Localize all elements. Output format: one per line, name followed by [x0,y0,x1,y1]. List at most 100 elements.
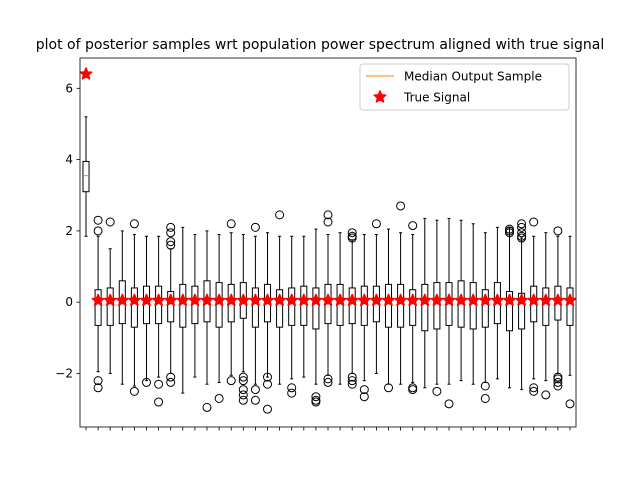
true-signal-point [236,293,250,307]
true-signal-point [454,293,468,307]
box-7 [154,235,164,407]
box-iqr [384,283,393,328]
true-signal-point [345,293,359,307]
box-18 [287,235,297,398]
outlier-point [166,377,176,387]
box-iqr [505,291,514,332]
outlier-point [226,219,236,229]
y-tick-label: 6 [65,81,73,95]
outlier-point [129,386,139,396]
true-signal-point [273,293,287,307]
box-iqr [469,282,477,330]
true-signal-series [79,67,577,307]
true-signal-point [406,293,420,307]
outlier-point [480,381,490,391]
outlier-point [408,385,418,395]
outlier-point [371,219,381,229]
legend-true-signal-star-icon [373,90,387,103]
true-signal-point [212,293,226,307]
outlier-point [359,385,369,395]
box-9 [179,226,187,394]
box-iqr [481,289,489,328]
true-signal-point [418,293,432,307]
true-signal-point [79,67,93,80]
outlier-point [166,372,176,382]
box-1 [82,116,90,237]
box-iqr [542,287,550,326]
true-signal-point [309,293,323,307]
outlier-point [154,379,164,389]
outlier-point [323,210,333,220]
box-iqr [360,285,368,326]
y-tick-label: −2 [55,367,73,381]
outlier-point [154,397,164,407]
outlier-point [166,222,176,232]
outlier-point [142,377,151,387]
box-29 [421,217,429,389]
box-37 [517,219,527,391]
true-signal-point [394,293,408,307]
outlier-point [347,228,357,238]
outlier-point [238,376,248,386]
box-iqr [94,289,102,326]
true-signal-point [176,293,190,307]
true-signal-point [103,293,117,307]
outlier-point [263,379,272,389]
y-axis: −2 0 2 4 6 [55,81,80,381]
box-iqr [433,282,441,330]
box-38 [529,217,539,396]
outlier-point [553,374,563,384]
outlier-point [214,393,224,403]
true-signal-point [200,293,214,307]
legend-box [359,63,570,111]
outlier-point [166,240,176,250]
box-11 [202,230,212,412]
outlier-point [347,372,357,382]
box-8 [166,222,176,387]
outlier-point [238,390,248,400]
plot-area [79,67,577,414]
box-iqr [518,292,526,330]
box-39 [541,232,551,400]
box-12 [214,233,224,403]
box-iqr [288,287,296,326]
outlier-point [311,392,321,402]
true-signal-point [297,293,311,307]
y-tick-label: 2 [65,224,73,238]
outlier-point [384,383,393,393]
outlier-point [444,399,454,409]
outlier-point [517,219,527,229]
outlier-point [226,376,236,386]
outlier-point [553,226,563,236]
true-signal-point [261,293,274,307]
box-iqr [421,283,429,332]
x-axis [85,427,571,431]
outlier-point [541,390,551,400]
outlier-point [287,388,297,398]
box-iqr [106,287,114,326]
true-signal-point [430,293,444,307]
outlier-point [311,397,321,407]
outlier-point [396,201,406,211]
outlier-point [408,383,418,393]
outlier-point [408,221,418,231]
true-signal-point [539,293,553,307]
outlier-point [505,228,514,238]
chart-title: plot of posterior samples wrt population… [36,37,604,53]
box-34 [480,232,490,403]
true-signal-point [164,293,178,307]
true-signal-point [357,293,371,307]
outlier-point [129,219,139,229]
box-40 [553,226,563,391]
box-iqr [167,291,175,323]
box-10 [191,233,199,378]
box-iqr [179,283,187,328]
outlier-point [529,383,539,393]
outlier-point [553,381,563,391]
outlier-point [263,372,272,382]
outlier-point [238,385,248,395]
box-24 [359,233,369,402]
box-15 [250,222,260,405]
true-signal-point [466,293,480,307]
box-23 [347,228,357,389]
